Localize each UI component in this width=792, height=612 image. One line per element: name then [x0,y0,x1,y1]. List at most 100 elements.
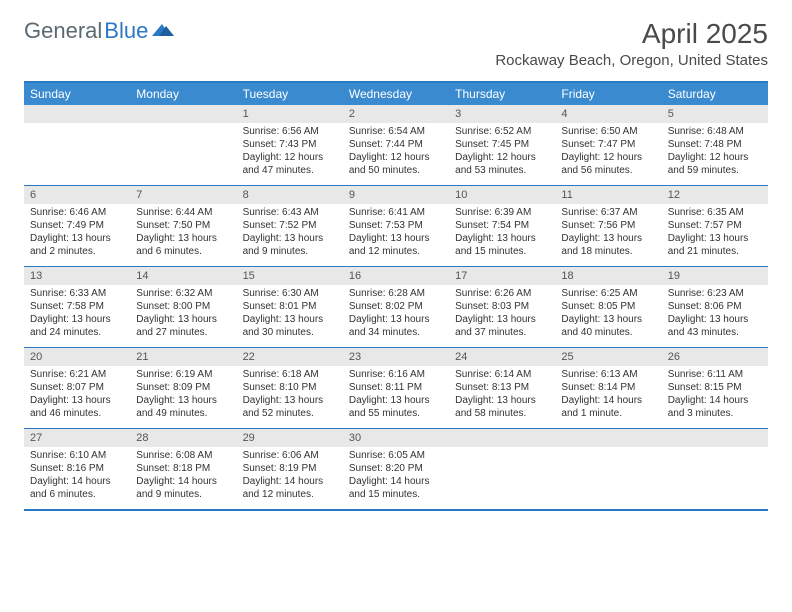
day-sunrise: Sunrise: 6:05 AM [349,449,443,462]
empty-bar [449,429,555,447]
day-number: 2 [343,105,449,123]
day-day2: and 55 minutes. [349,407,443,420]
day-sunset: Sunset: 8:01 PM [243,300,337,313]
day-day2: and 21 minutes. [668,245,762,258]
day-day1: Daylight: 13 hours [455,394,549,407]
day-cell: 7Sunrise: 6:44 AMSunset: 7:50 PMDaylight… [130,186,236,266]
day-day2: and 12 minutes. [349,245,443,258]
day-cell: 8Sunrise: 6:43 AMSunset: 7:52 PMDaylight… [237,186,343,266]
day-number: 3 [449,105,555,123]
day-number: 11 [555,186,661,204]
empty-cell [662,429,768,509]
day-day1: Daylight: 12 hours [243,151,337,164]
empty-bar [130,105,236,123]
day-body: Sunrise: 6:48 AMSunset: 7:48 PMDaylight:… [662,123,768,181]
day-day2: and 53 minutes. [455,164,549,177]
day-number: 18 [555,267,661,285]
day-body: Sunrise: 6:18 AMSunset: 8:10 PMDaylight:… [237,366,343,424]
day-sunset: Sunset: 8:18 PM [136,462,230,475]
day-cell: 30Sunrise: 6:05 AMSunset: 8:20 PMDayligh… [343,429,449,509]
day-day2: and 59 minutes. [668,164,762,177]
day-sunrise: Sunrise: 6:08 AM [136,449,230,462]
day-body: Sunrise: 6:35 AMSunset: 7:57 PMDaylight:… [662,204,768,262]
day-day1: Daylight: 13 hours [136,313,230,326]
day-day2: and 58 minutes. [455,407,549,420]
day-sunrise: Sunrise: 6:18 AM [243,368,337,381]
logo-text-1: General [24,18,102,44]
day-cell: 22Sunrise: 6:18 AMSunset: 8:10 PMDayligh… [237,348,343,428]
day-sunset: Sunset: 8:00 PM [136,300,230,313]
day-sunset: Sunset: 8:13 PM [455,381,549,394]
day-sunrise: Sunrise: 6:37 AM [561,206,655,219]
day-sunset: Sunset: 8:07 PM [30,381,124,394]
day-sunset: Sunset: 8:14 PM [561,381,655,394]
day-day2: and 27 minutes. [136,326,230,339]
day-body: Sunrise: 6:52 AMSunset: 7:45 PMDaylight:… [449,123,555,181]
day-body: Sunrise: 6:13 AMSunset: 8:14 PMDaylight:… [555,366,661,424]
day-sunset: Sunset: 7:58 PM [30,300,124,313]
day-number: 29 [237,429,343,447]
day-day1: Daylight: 14 hours [243,475,337,488]
day-sunrise: Sunrise: 6:54 AM [349,125,443,138]
day-day1: Daylight: 13 hours [136,232,230,245]
day-body: Sunrise: 6:06 AMSunset: 8:19 PMDaylight:… [237,447,343,505]
day-number: 20 [24,348,130,366]
day-day2: and 6 minutes. [136,245,230,258]
day-number: 10 [449,186,555,204]
day-cell: 24Sunrise: 6:14 AMSunset: 8:13 PMDayligh… [449,348,555,428]
day-number: 15 [237,267,343,285]
day-day1: Daylight: 13 hours [243,313,337,326]
day-day2: and 3 minutes. [668,407,762,420]
day-sunrise: Sunrise: 6:44 AM [136,206,230,219]
weekday-row: SundayMondayTuesdayWednesdayThursdayFrid… [24,83,768,105]
day-sunrise: Sunrise: 6:43 AM [243,206,337,219]
day-day2: and 49 minutes. [136,407,230,420]
day-number: 24 [449,348,555,366]
day-sunrise: Sunrise: 6:52 AM [455,125,549,138]
weekday-sunday: Sunday [24,83,130,105]
day-sunset: Sunset: 7:43 PM [243,138,337,151]
day-body: Sunrise: 6:33 AMSunset: 7:58 PMDaylight:… [24,285,130,343]
day-day2: and 2 minutes. [30,245,124,258]
day-cell: 13Sunrise: 6:33 AMSunset: 7:58 PMDayligh… [24,267,130,347]
day-day1: Daylight: 13 hours [349,394,443,407]
day-cell: 23Sunrise: 6:16 AMSunset: 8:11 PMDayligh… [343,348,449,428]
day-body: Sunrise: 6:21 AMSunset: 8:07 PMDaylight:… [24,366,130,424]
day-body: Sunrise: 6:14 AMSunset: 8:13 PMDaylight:… [449,366,555,424]
day-sunset: Sunset: 8:06 PM [668,300,762,313]
day-cell: 10Sunrise: 6:39 AMSunset: 7:54 PMDayligh… [449,186,555,266]
day-day1: Daylight: 13 hours [561,232,655,245]
day-number: 8 [237,186,343,204]
day-cell: 16Sunrise: 6:28 AMSunset: 8:02 PMDayligh… [343,267,449,347]
empty-cell [555,429,661,509]
week-row: 6Sunrise: 6:46 AMSunset: 7:49 PMDaylight… [24,186,768,267]
day-cell: 5Sunrise: 6:48 AMSunset: 7:48 PMDaylight… [662,105,768,185]
day-cell: 1Sunrise: 6:56 AMSunset: 7:43 PMDaylight… [237,105,343,185]
day-body: Sunrise: 6:32 AMSunset: 8:00 PMDaylight:… [130,285,236,343]
day-number: 19 [662,267,768,285]
day-cell: 9Sunrise: 6:41 AMSunset: 7:53 PMDaylight… [343,186,449,266]
day-day1: Daylight: 13 hours [668,313,762,326]
day-sunset: Sunset: 7:53 PM [349,219,443,232]
empty-bar [662,429,768,447]
day-body: Sunrise: 6:11 AMSunset: 8:15 PMDaylight:… [662,366,768,424]
day-cell: 20Sunrise: 6:21 AMSunset: 8:07 PMDayligh… [24,348,130,428]
day-body: Sunrise: 6:54 AMSunset: 7:44 PMDaylight:… [343,123,449,181]
day-day2: and 50 minutes. [349,164,443,177]
day-sunset: Sunset: 7:45 PM [455,138,549,151]
day-day2: and 52 minutes. [243,407,337,420]
weekday-friday: Friday [555,83,661,105]
day-sunrise: Sunrise: 6:19 AM [136,368,230,381]
empty-cell [449,429,555,509]
day-cell: 12Sunrise: 6:35 AMSunset: 7:57 PMDayligh… [662,186,768,266]
week-row: 1Sunrise: 6:56 AMSunset: 7:43 PMDaylight… [24,105,768,186]
day-number: 12 [662,186,768,204]
day-sunset: Sunset: 8:19 PM [243,462,337,475]
day-sunset: Sunset: 8:10 PM [243,381,337,394]
header: GeneralBlue April 2025 Rockaway Beach, O… [0,0,792,75]
day-body: Sunrise: 6:25 AMSunset: 8:05 PMDaylight:… [555,285,661,343]
day-body: Sunrise: 6:23 AMSunset: 8:06 PMDaylight:… [662,285,768,343]
day-day2: and 34 minutes. [349,326,443,339]
day-sunrise: Sunrise: 6:14 AM [455,368,549,381]
day-sunrise: Sunrise: 6:39 AM [455,206,549,219]
